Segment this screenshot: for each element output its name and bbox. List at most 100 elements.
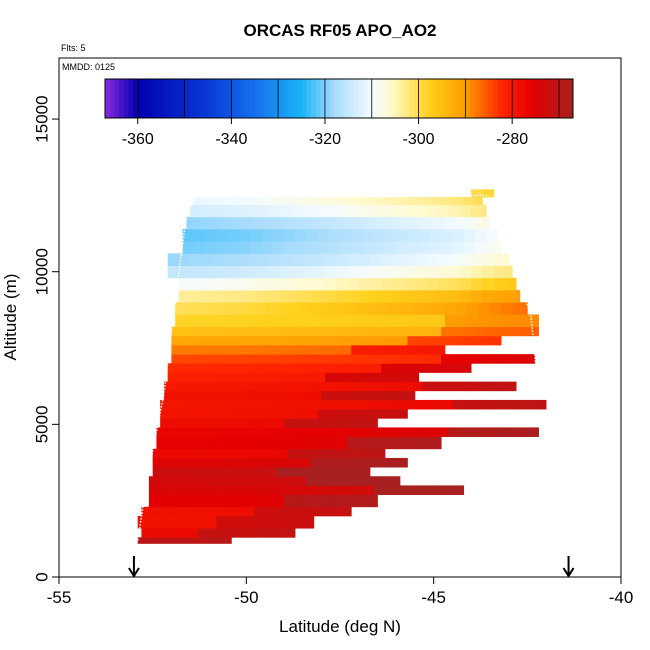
colorbar-segment xyxy=(119,79,125,118)
colorbar-segment xyxy=(147,79,153,118)
heatmap-cell xyxy=(317,399,330,410)
heatmap-cell xyxy=(456,381,468,392)
heatmap-cell xyxy=(452,196,465,205)
heatmap-cell xyxy=(411,302,423,315)
heatmap-cell xyxy=(253,457,266,468)
heatmap-cell xyxy=(328,476,341,486)
heatmap-cell xyxy=(205,228,217,242)
heatmap-cell xyxy=(220,381,232,392)
heatmap-cell xyxy=(328,196,341,205)
heatmap-cell xyxy=(178,372,191,383)
heatmap-cell xyxy=(508,326,521,337)
heatmap-cell xyxy=(313,436,326,450)
heatmap-cell xyxy=(193,399,206,410)
heatmap-cell xyxy=(287,390,300,401)
heatmap-cell xyxy=(276,448,288,459)
heatmap-cell xyxy=(205,476,217,486)
heatmap-cell xyxy=(193,494,206,508)
heatmap-cell xyxy=(377,302,390,315)
heatmap-cell xyxy=(212,277,225,291)
heatmap-cell xyxy=(482,277,495,291)
heatmap-cell xyxy=(283,399,296,410)
heatmap-cell xyxy=(178,290,191,303)
heatmap-cell xyxy=(306,399,318,410)
heatmap-cell xyxy=(388,302,401,315)
heatmap-cells xyxy=(137,189,547,544)
heatmap-cell xyxy=(208,381,221,392)
heatmap-cell xyxy=(336,363,348,373)
heatmap-cell xyxy=(347,204,360,218)
heatmap-cell xyxy=(261,476,273,486)
heatmap-cell xyxy=(242,314,255,328)
heatmap-cell xyxy=(418,354,431,364)
colorbar-segment xyxy=(437,79,443,118)
heatmap-cell xyxy=(186,381,199,392)
heatmap-cell xyxy=(242,390,255,401)
x-tick-label: -50 xyxy=(234,588,259,607)
heatmap-cell xyxy=(257,290,270,303)
heatmap-cell xyxy=(493,290,506,303)
heatmap-cell xyxy=(208,457,221,468)
heatmap-cell xyxy=(208,390,221,401)
heatmap-cell xyxy=(238,196,251,205)
heatmap-cell xyxy=(257,436,270,450)
heatmap-cell xyxy=(220,302,232,315)
heatmap-cell xyxy=(190,290,202,303)
heatmap-cell xyxy=(171,409,184,419)
heatmap-cell xyxy=(283,335,296,346)
heatmap-cell xyxy=(272,418,285,428)
heatmap-cell xyxy=(317,485,330,495)
heatmap-cell xyxy=(291,372,303,383)
heatmap-cell xyxy=(418,326,431,337)
heatmap-cell xyxy=(231,506,243,517)
colorbar-segment xyxy=(554,79,560,118)
heatmap-cell xyxy=(182,241,195,254)
heatmap-cell xyxy=(523,314,536,328)
heatmap-cell xyxy=(306,354,318,364)
colorbar-segment xyxy=(558,79,565,118)
heatmap-cell xyxy=(411,381,423,392)
heatmap-cell xyxy=(463,354,476,364)
heatmap-cell xyxy=(205,344,217,355)
colorbar-segment xyxy=(456,79,462,118)
heatmap-cell xyxy=(310,216,322,230)
heatmap-cell xyxy=(272,326,285,337)
heatmap-cell xyxy=(246,427,258,437)
heatmap-cell xyxy=(193,485,206,495)
heatmap-cell xyxy=(407,196,420,205)
heatmap-cell xyxy=(347,253,360,266)
colorbar-tick-label: -340 xyxy=(215,131,247,148)
heatmap-cell xyxy=(433,314,446,328)
heatmap-cell xyxy=(175,390,187,401)
heatmap-cell xyxy=(369,436,382,450)
heatmap-cell xyxy=(351,485,363,495)
heatmap-cell xyxy=(426,277,438,291)
heatmap-cell xyxy=(328,485,341,495)
heatmap-cell xyxy=(325,363,337,373)
heatmap-cell xyxy=(276,314,288,328)
heatmap-cell xyxy=(486,326,498,337)
heatmap-cell xyxy=(223,427,236,437)
heatmap-cell xyxy=(441,326,453,337)
heatmap-cell xyxy=(261,344,273,355)
heatmap-cell xyxy=(287,528,296,538)
heatmap-cell xyxy=(280,427,292,437)
heatmap-cell xyxy=(261,241,273,254)
heatmap-cell xyxy=(362,354,375,364)
heatmap-cell xyxy=(384,399,397,410)
heatmap-cell xyxy=(328,494,341,508)
heatmap-cell xyxy=(325,265,337,279)
heatmap-cell xyxy=(193,241,206,254)
heatmap-cell xyxy=(227,335,240,346)
heatmap-cell xyxy=(287,448,300,459)
heatmap-cell xyxy=(474,354,487,364)
heatmap-cell xyxy=(276,216,288,230)
heatmap-cell xyxy=(295,354,307,364)
colorbar-segment xyxy=(530,79,537,118)
colorbar-segment xyxy=(320,79,326,118)
heatmap-cell xyxy=(489,381,502,392)
heatmap-cell xyxy=(441,354,453,364)
heatmap-cell xyxy=(373,326,386,337)
heatmap-cell xyxy=(246,363,258,373)
heatmap-cell xyxy=(336,204,348,218)
